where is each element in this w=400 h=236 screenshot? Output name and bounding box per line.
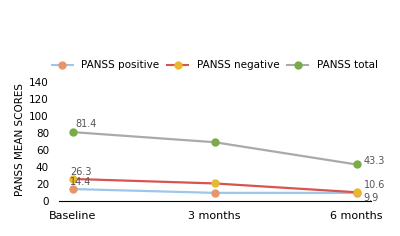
Line: PANSS total: PANSS total [69, 129, 360, 168]
PANSS positive [354, 191, 359, 194]
PANSS positive [212, 191, 217, 194]
Legend: PANSS positive, PANSS negative, PANSS total: PANSS positive, PANSS negative, PANSS to… [48, 56, 382, 75]
Y-axis label: PANSS MEAN SCORES: PANSS MEAN SCORES [15, 83, 25, 196]
Text: 26.3: 26.3 [70, 167, 92, 177]
PANSS negative [212, 182, 217, 185]
Line: PANSS negative: PANSS negative [69, 175, 360, 196]
PANSS positive [70, 188, 75, 190]
Text: 9.9: 9.9 [364, 193, 379, 203]
Text: 14.4: 14.4 [70, 177, 92, 187]
PANSS total [354, 163, 359, 166]
Text: 43.3: 43.3 [364, 156, 385, 166]
PANSS total [212, 141, 217, 144]
Line: PANSS positive: PANSS positive [69, 185, 360, 196]
PANSS total [70, 131, 75, 134]
PANSS negative [354, 191, 359, 194]
PANSS negative [70, 177, 75, 180]
Text: 10.6: 10.6 [364, 180, 385, 190]
Text: 81.4: 81.4 [76, 118, 97, 129]
